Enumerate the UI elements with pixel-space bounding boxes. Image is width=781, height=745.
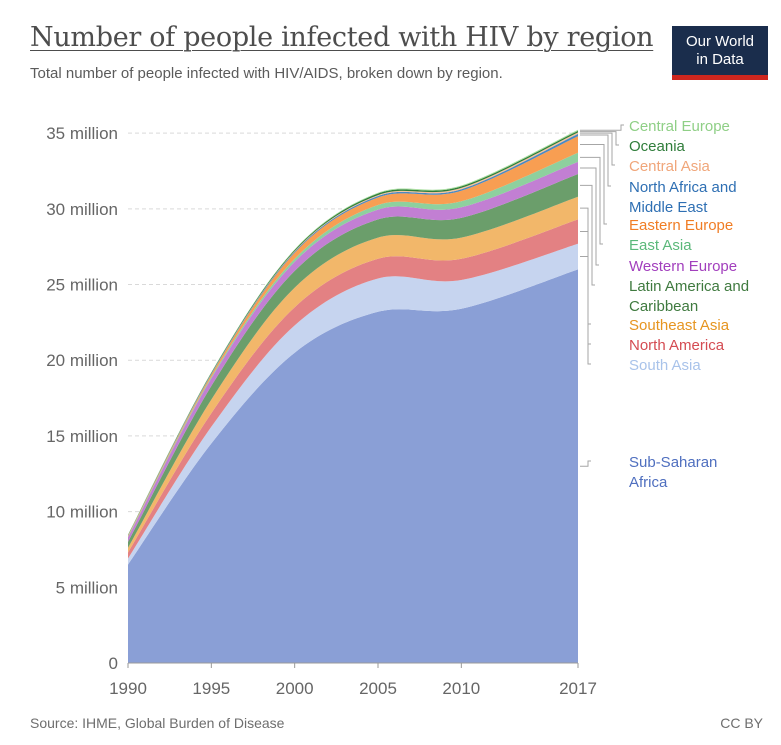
area-sub-saharan-africa <box>128 269 578 663</box>
chart-subtitle: Total number of people infected with HIV… <box>30 65 503 82</box>
legend-label-south-asia: South Asia <box>629 357 701 374</box>
logo-line-1: Our World <box>685 33 755 50</box>
legend-label-north-america: North America <box>629 337 725 354</box>
x-tick-label: 2017 <box>559 679 597 698</box>
y-tick-label: 5 million <box>56 578 118 597</box>
legend-label-sub-saharan-africa: Africa <box>629 474 668 491</box>
legend-connector-north-america <box>580 231 591 345</box>
x-tick-label: 2010 <box>442 679 480 698</box>
legend: Central Europe Oceania Central Asia North A… <box>580 118 749 491</box>
y-tick-label: 30 million <box>46 200 118 219</box>
y-tick-label: 35 million <box>46 124 118 143</box>
legend-label-north-africa-and-middle-east: North Africa and <box>629 179 737 196</box>
area-series <box>128 129 578 663</box>
license-label[interactable]: CC BY <box>720 715 763 731</box>
legend-connector-western-europe <box>580 167 599 266</box>
legend-connector-central-europe <box>580 124 624 131</box>
legend-connector-eastern-europe <box>580 144 607 225</box>
chart-title: Number of people infected with HIV by re… <box>30 22 654 53</box>
logo-line-2: in Data <box>696 51 744 68</box>
legend-connector-central-asia <box>580 132 615 166</box>
y-tick-label: 10 million <box>46 503 118 522</box>
legend-label-east-asia: East Asia <box>629 237 692 254</box>
y-tick-label: 25 million <box>46 276 118 295</box>
legend-label-latin-america-and-caribbean: Caribbean <box>629 298 698 315</box>
legend-label-sub-saharan-africa: Sub-Saharan <box>629 454 717 471</box>
legend-connector-north-africa-and-middle-east <box>580 134 611 187</box>
legend-label-eastern-europe: Eastern Europe <box>629 217 733 234</box>
area-south-asia <box>128 243 578 565</box>
area-north-america <box>128 219 578 559</box>
y-tick-label: 15 million <box>46 427 118 446</box>
x-tick-label: 1990 <box>109 679 147 698</box>
legend-connector-oceania <box>580 131 619 146</box>
legend-connector-sub-saharan-africa <box>580 460 591 467</box>
axes: 0 5 million 10 million 15 million 20 million… <box>46 124 597 698</box>
legend-label-north-africa-and-middle-east: Middle East <box>629 199 708 216</box>
source-note[interactable]: Source: IHME, Global Burden of Disease <box>30 715 285 731</box>
legend-label-southeast-asia: Southeast Asia <box>629 317 730 334</box>
area-latin-america-and-caribbean <box>128 174 578 548</box>
area-southeast-asia <box>128 196 578 553</box>
legend-connector-southeast-asia <box>580 207 591 325</box>
legend-connector-south-asia <box>580 256 591 365</box>
legend-label-oceania: Oceania <box>629 138 686 155</box>
legend-label-western-europe: Western Europe <box>629 258 737 275</box>
y-tick-label: 0 <box>109 654 118 673</box>
legend-label-central-asia: Central Asia <box>629 158 711 175</box>
legend-label-latin-america-and-caribbean: Latin America and <box>629 278 749 295</box>
owid-logo[interactable]: Our World in Data <box>672 26 768 80</box>
legend-connector-latin-america-and-caribbean <box>580 184 595 286</box>
x-tick-label: 1995 <box>192 679 230 698</box>
y-tick-label: 20 million <box>46 351 118 370</box>
x-tick-label: 2005 <box>359 679 397 698</box>
legend-label-central-europe: Central Europe <box>629 118 730 135</box>
legend-connector-east-asia <box>580 156 603 245</box>
x-tick-label: 2000 <box>276 679 314 698</box>
